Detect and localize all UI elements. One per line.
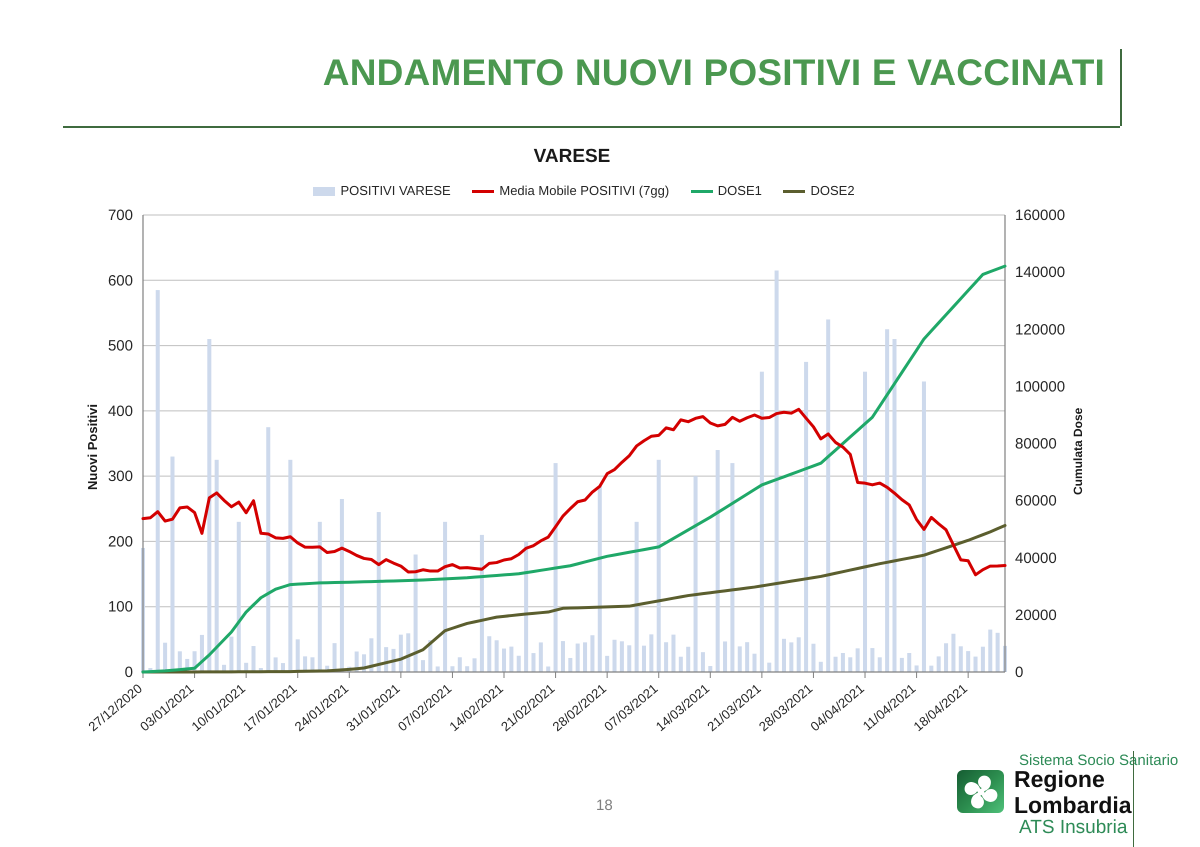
svg-text:200: 200 (108, 533, 133, 550)
svg-text:60000: 60000 (1015, 493, 1057, 510)
svg-text:0: 0 (1015, 664, 1023, 681)
svg-text:140000: 140000 (1015, 264, 1065, 281)
svg-text:04/04/2021: 04/04/2021 (807, 681, 866, 734)
svg-text:24/01/2021: 24/01/2021 (292, 681, 351, 734)
svg-text:17/01/2021: 17/01/2021 (240, 681, 299, 734)
svg-text:100: 100 (108, 599, 133, 616)
svg-text:27/12/2020: 27/12/2020 (85, 681, 144, 734)
svg-text:10/01/2021: 10/01/2021 (189, 681, 248, 734)
svg-text:21/03/2021: 21/03/2021 (704, 681, 763, 734)
svg-text:80000: 80000 (1015, 436, 1057, 453)
svg-text:07/03/2021: 07/03/2021 (601, 681, 660, 734)
svg-text:120000: 120000 (1015, 321, 1065, 338)
svg-text:03/01/2021: 03/01/2021 (137, 681, 196, 734)
svg-text:0: 0 (125, 664, 133, 681)
svg-text:14/03/2021: 14/03/2021 (653, 681, 712, 734)
svg-text:400: 400 (108, 403, 133, 420)
svg-text:18/04/2021: 18/04/2021 (911, 681, 970, 734)
svg-text:11/04/2021: 11/04/2021 (860, 681, 919, 734)
svg-text:21/02/2021: 21/02/2021 (498, 681, 557, 734)
svg-text:28/02/2021: 28/02/2021 (550, 681, 609, 734)
svg-text:14/02/2021: 14/02/2021 (446, 681, 505, 734)
svg-text:20000: 20000 (1015, 607, 1057, 624)
svg-text:28/03/2021: 28/03/2021 (756, 681, 815, 734)
svg-text:31/01/2021: 31/01/2021 (343, 681, 402, 734)
svg-text:40000: 40000 (1015, 550, 1057, 567)
svg-text:700: 700 (108, 207, 133, 224)
svg-text:500: 500 (108, 338, 133, 355)
svg-text:100000: 100000 (1015, 378, 1065, 395)
svg-text:600: 600 (108, 272, 133, 289)
svg-text:07/02/2021: 07/02/2021 (395, 681, 454, 734)
svg-text:160000: 160000 (1015, 207, 1065, 224)
svg-text:300: 300 (108, 468, 133, 485)
